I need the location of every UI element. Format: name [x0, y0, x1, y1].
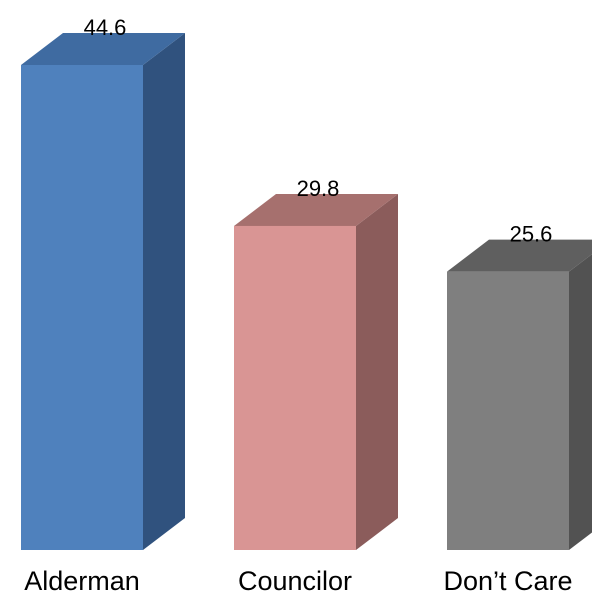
bar-side-face — [569, 254, 592, 550]
bar-2 — [234, 193, 398, 550]
category-label: Don’t Care — [443, 566, 572, 592]
bar-top-face — [21, 33, 185, 65]
data-label: 25.6 — [510, 222, 553, 247]
category-label: Councilor — [238, 566, 352, 592]
bar-front-face — [21, 65, 143, 550]
data-label: 29.8 — [297, 176, 340, 201]
data-label: 44.6 — [84, 15, 127, 40]
bar-side-face — [356, 193, 398, 550]
bar-front-face — [234, 225, 356, 550]
category-label: Alderman — [24, 566, 140, 592]
bar-1 — [21, 33, 185, 550]
bar-front-face — [447, 271, 569, 550]
bar-3 — [447, 239, 592, 550]
labels-group: 44.6 Alderman 29.8 Councilor 25.6 Don’t Care — [24, 15, 572, 592]
bar-side-face — [143, 33, 185, 550]
bar-top-face — [447, 239, 592, 272]
bar-top-face — [234, 193, 398, 226]
bars-group — [21, 33, 592, 550]
